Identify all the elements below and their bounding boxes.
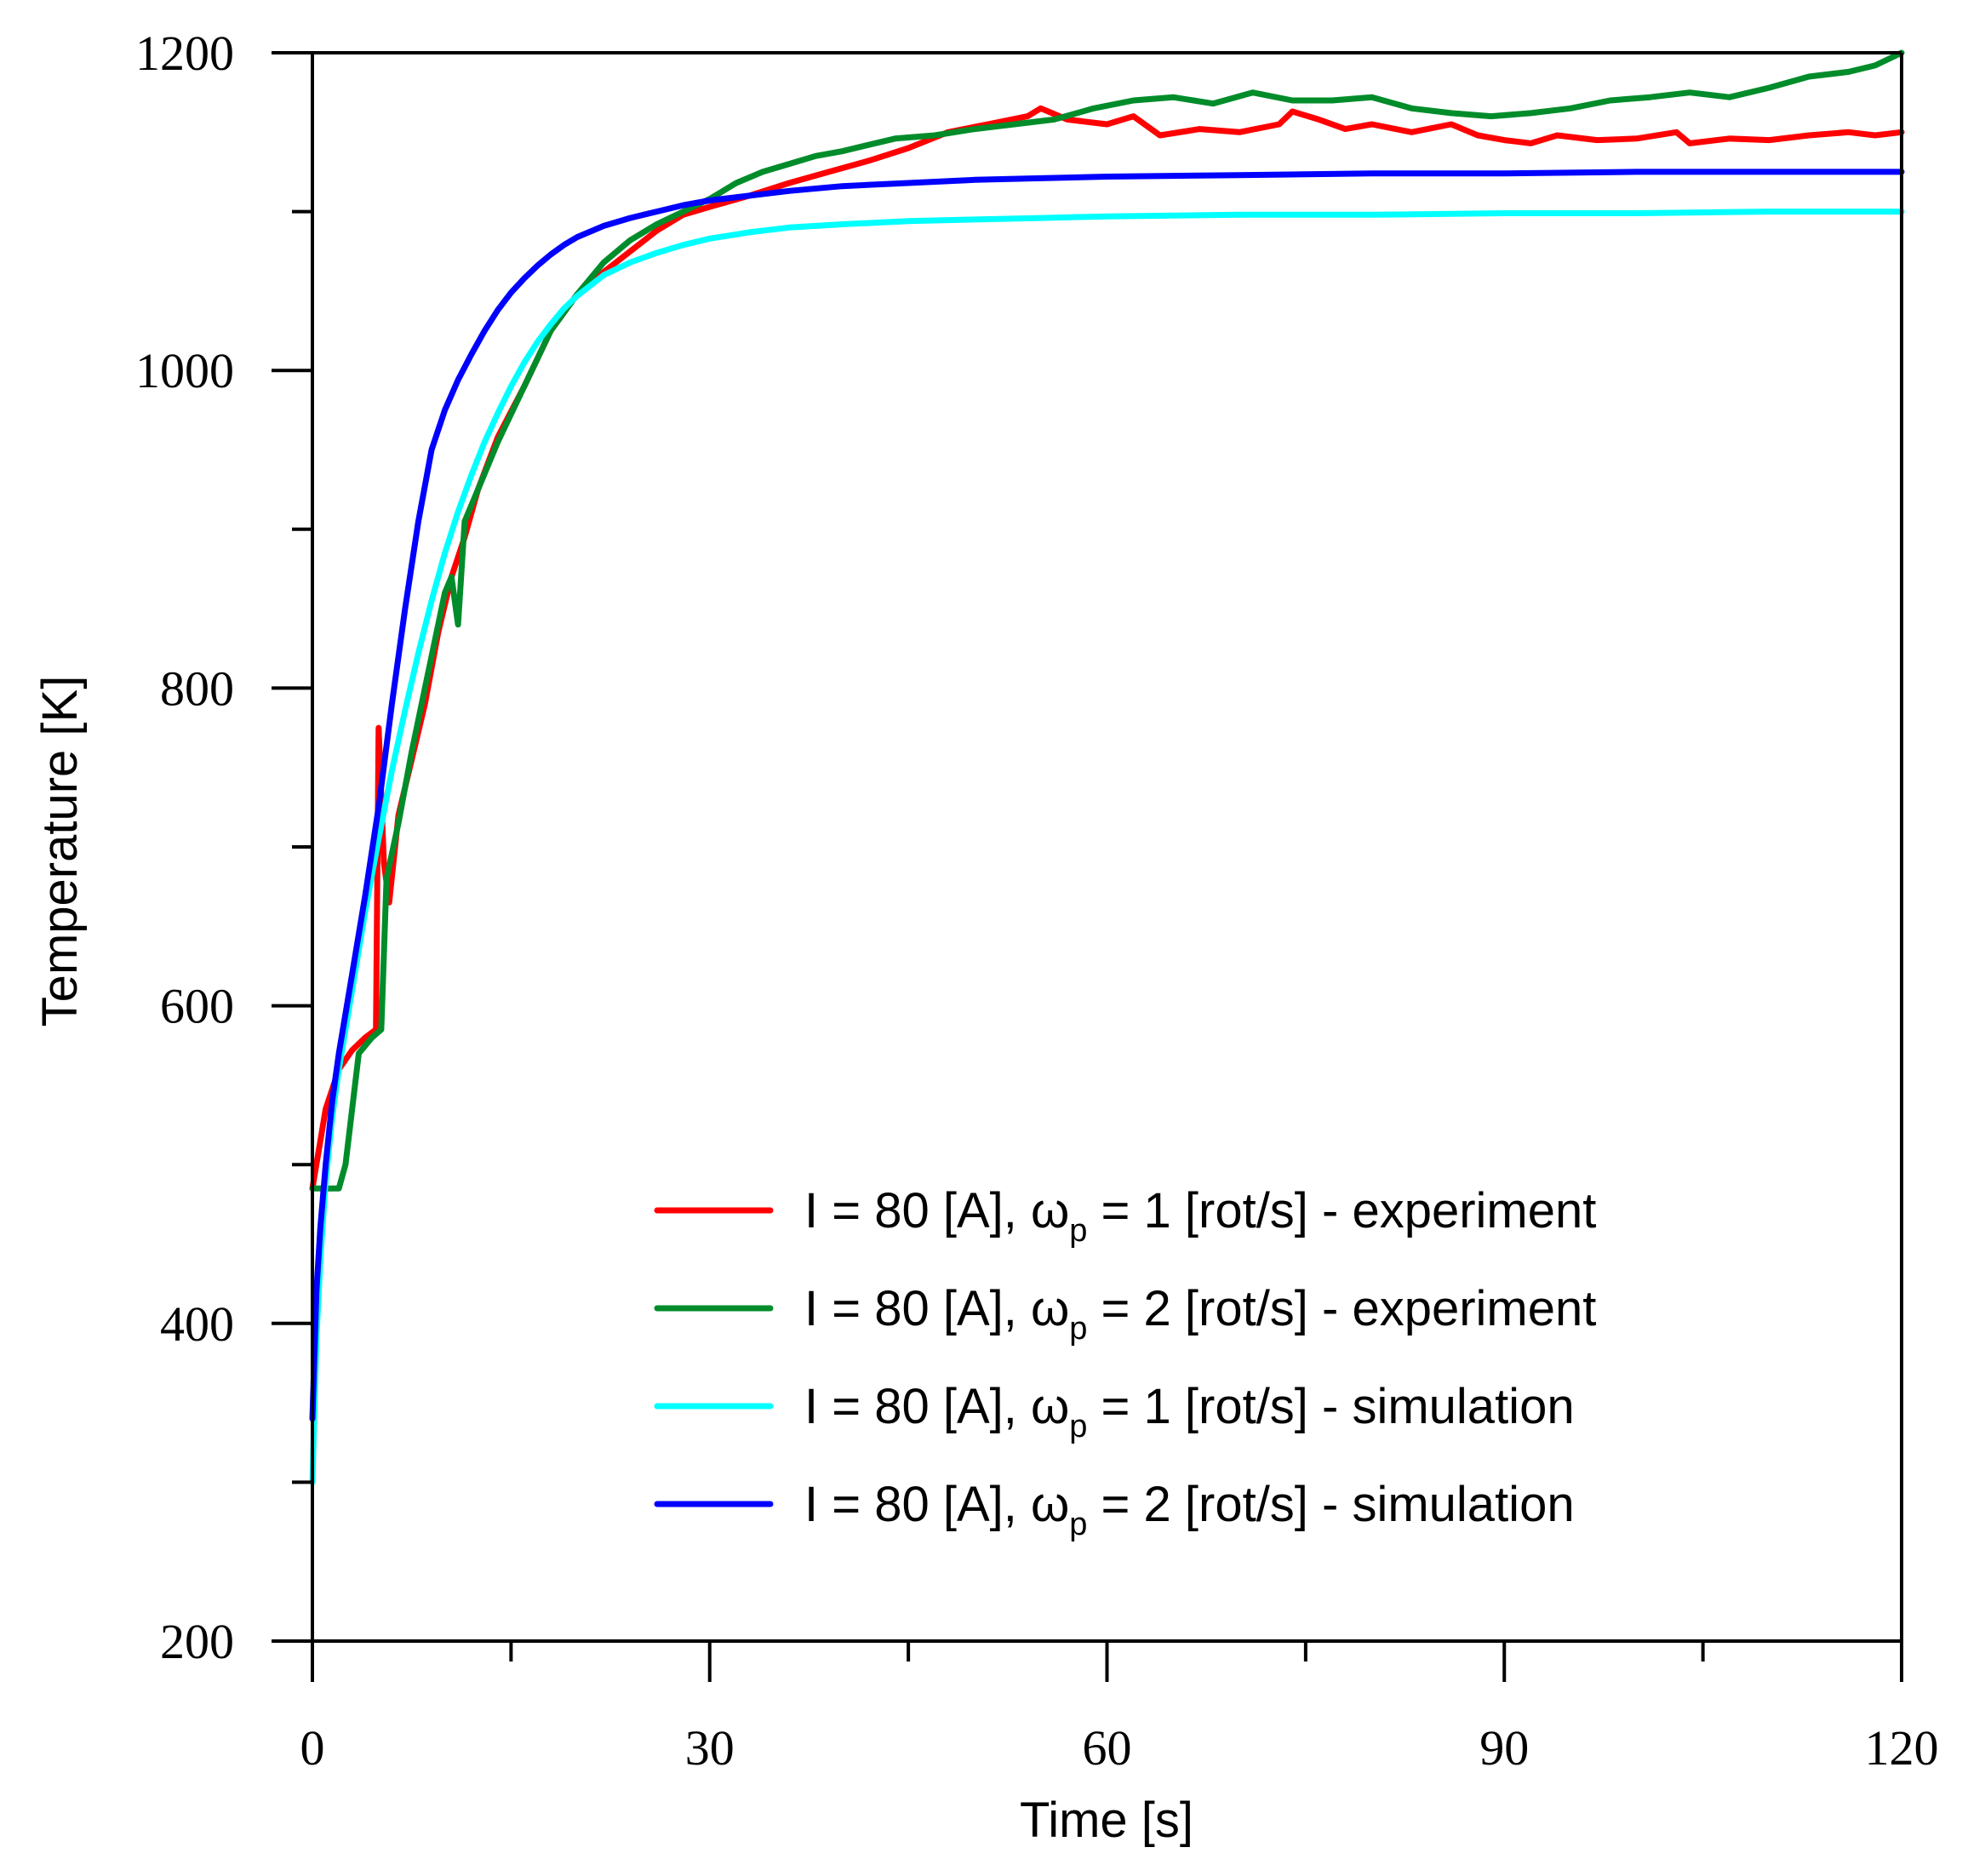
series-layer bbox=[309, 49, 1905, 1485]
legend-label: I = 80 [A], ωp = 1 [rot/s] - simulation bbox=[804, 1379, 1575, 1444]
series-line-4 bbox=[309, 169, 1905, 1422]
x-axis-title: Time [s] bbox=[1020, 1793, 1193, 1848]
y-tick-label: 1200 bbox=[135, 26, 234, 81]
x-tick-label: 60 bbox=[1083, 1720, 1132, 1776]
ticks-layer: 200 400 600 800 1000 1200 0 30 60 90 120 bbox=[135, 26, 1939, 1776]
legend-entry-4: I = 80 [A], ωp = 2 [rot/s] - simulation bbox=[654, 1477, 1575, 1542]
y-tick-label: 600 bbox=[160, 979, 234, 1034]
legend-entry-1: I = 80 [A], ωp = 1 [rot/s] - experiment bbox=[654, 1183, 1596, 1249]
y-tick-label: 200 bbox=[160, 1614, 234, 1669]
legend-label: I = 80 [A], ωp = 1 [rot/s] - experiment bbox=[804, 1183, 1596, 1249]
legend-entry-2: I = 80 [A], ωp = 2 [rot/s] - experiment bbox=[654, 1281, 1596, 1347]
series-line-2 bbox=[309, 49, 1905, 1192]
y-tick-label: 400 bbox=[160, 1296, 234, 1352]
x-tick-label: 90 bbox=[1479, 1720, 1529, 1776]
legend-label: I = 80 [A], ωp = 2 [rot/s] - experiment bbox=[804, 1281, 1596, 1347]
legend-label: I = 80 [A], ωp = 2 [rot/s] - simulation bbox=[804, 1477, 1575, 1542]
legend-entry-3: I = 80 [A], ωp = 1 [rot/s] - simulation bbox=[654, 1379, 1575, 1444]
legend: I = 80 [A], ωp = 1 [rot/s] - experiment I… bbox=[654, 1183, 1596, 1542]
x-tick-label: 120 bbox=[1865, 1720, 1939, 1776]
y-tick-label: 1000 bbox=[135, 343, 234, 398]
x-tick-label: 0 bbox=[300, 1720, 325, 1776]
y-axis-title: Temperature [K] bbox=[32, 676, 88, 1027]
y-tick-label: 800 bbox=[160, 661, 234, 716]
x-tick-label: 30 bbox=[685, 1720, 735, 1776]
